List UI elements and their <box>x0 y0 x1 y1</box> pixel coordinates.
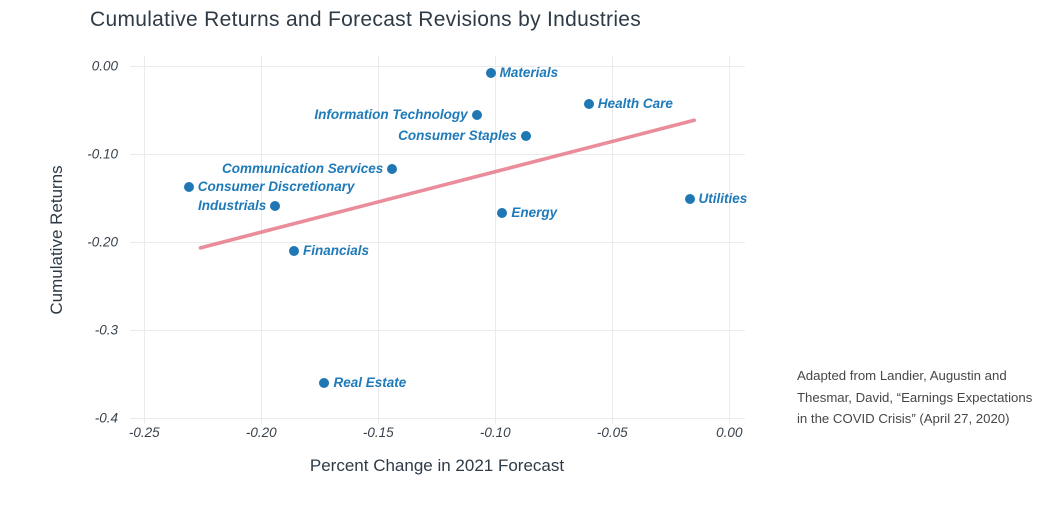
data-point <box>289 246 300 257</box>
data-point <box>684 193 695 204</box>
y-gridline <box>130 65 745 67</box>
y-gridline <box>130 241 745 243</box>
data-point-label: Real Estate <box>333 374 407 390</box>
data-point-label: Industrials <box>198 197 267 213</box>
source-annotation: Adapted from Landier, Augustin and Thesm… <box>797 365 1042 430</box>
x-tick-label: -0.25 <box>128 425 160 440</box>
y-gridline <box>130 329 745 331</box>
data-point <box>583 99 594 110</box>
data-point <box>183 182 194 193</box>
data-point <box>387 163 398 174</box>
y-tick-label: -0.4 <box>94 410 118 426</box>
data-point-label: Energy <box>511 204 558 220</box>
annotation-line: in the COVID Crisis” (April 27, 2020) <box>797 411 1010 426</box>
x-tick-label: 0.00 <box>716 425 743 440</box>
x-gridline <box>495 56 497 424</box>
data-point-label: Communication Services <box>222 160 384 176</box>
x-tick-label: -0.20 <box>245 425 277 440</box>
x-tick-label: -0.15 <box>362 425 394 440</box>
data-point-label: Information Technology <box>314 106 468 122</box>
data-point <box>319 377 330 388</box>
data-point-label: Financials <box>303 243 370 259</box>
x-axis-title: Percent Change in 2021 Forecast <box>309 456 565 475</box>
x-tick-label: -0.05 <box>596 425 628 440</box>
y-gridline <box>130 153 745 155</box>
data-point <box>270 200 281 211</box>
y-gridline <box>130 417 745 419</box>
x-tick-label: -0.10 <box>479 425 511 440</box>
y-tick-label: 0.00 <box>91 58 118 74</box>
data-point <box>471 109 482 120</box>
y-tick-label: -0.20 <box>87 234 118 250</box>
data-point <box>485 67 496 78</box>
annotation-line: Thesmar, David, “Earnings Expectations <box>797 389 1033 405</box>
x-gridline <box>729 56 731 424</box>
x-gridline <box>261 56 263 424</box>
y-tick-label: -0.10 <box>87 146 118 162</box>
data-point-label: Consumer Discretionary <box>197 179 355 195</box>
x-gridline <box>144 56 146 424</box>
annotation-line: Adapted from Landier, Augustin and <box>797 368 1007 383</box>
chart-title: Cumulative Returns and Forecast Revision… <box>90 8 642 31</box>
y-tick-label: -0.3 <box>94 322 118 338</box>
data-point <box>520 131 531 142</box>
data-point-label: Materials <box>499 64 559 80</box>
data-point <box>497 207 508 218</box>
data-point-label: Health Care <box>597 96 673 112</box>
data-point-label: Utilities <box>698 190 748 206</box>
data-point-label: Consumer Staples <box>398 128 517 144</box>
